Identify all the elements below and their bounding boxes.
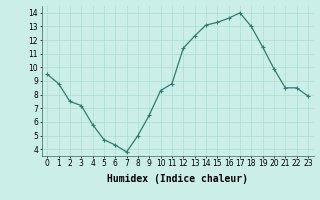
X-axis label: Humidex (Indice chaleur): Humidex (Indice chaleur): [107, 174, 248, 184]
